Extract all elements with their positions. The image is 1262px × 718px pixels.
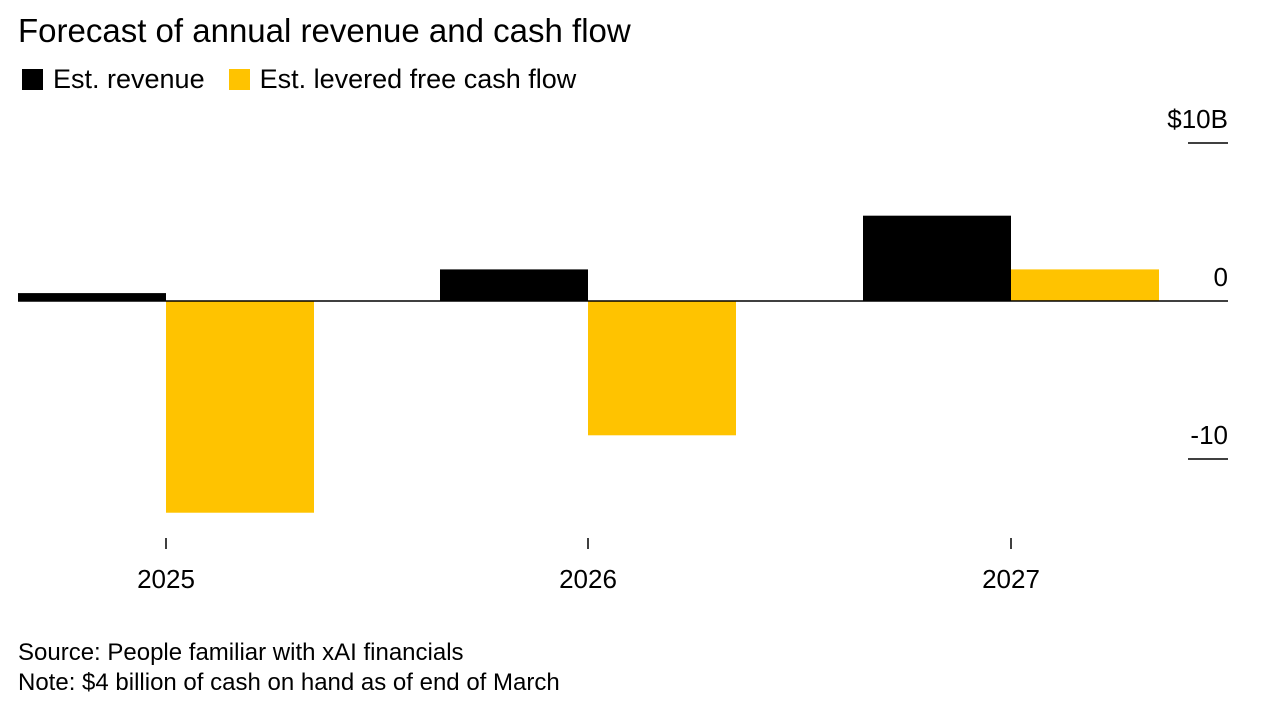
legend-item-revenue: Est. revenue [22,64,205,95]
legend-label-cash-flow: Est. levered free cash flow [259,64,577,94]
legend-swatch-revenue [22,69,43,90]
bar-revenue-2026 [440,269,588,301]
x-tick-label-2027: 2027 [982,564,1040,594]
y-tick-label-10: $10B [1167,104,1228,134]
y-tick-label-0: 0 [1214,262,1228,292]
chart-title: Forecast of annual revenue and cash flow [18,12,631,49]
bar-revenue-2025 [18,293,166,301]
bar-chart: $10B 0 -10 2025 2026 2027 [18,104,1228,594]
bar-cash-flow-2025 [166,301,314,513]
bar-cash-flow-2026 [588,301,736,436]
chart-area: $10B 0 -10 2025 2026 2027 [0,95,1262,615]
chart-footer: Source: People familiar with xAI financi… [18,638,560,698]
bar-revenue-2027 [863,215,1011,301]
axis-layer: $10B 0 -10 2025 2026 2027 [18,104,1228,594]
footnote: Note: $4 billion of cash on hand as of e… [18,669,560,696]
source-note: Source: People familiar with xAI financi… [18,639,464,666]
bars-layer [18,215,1159,513]
x-tick-label-2025: 2025 [137,564,195,594]
y-tick-label--10: -10 [1190,420,1228,450]
x-tick-label-2026: 2026 [559,564,617,594]
legend-swatch-cash-flow [228,69,250,90]
legend-label-revenue: Est. revenue [53,64,205,94]
chart-legend: Est. revenue Est. levered free cash flow [22,64,600,95]
legend-item-cash-flow: Est. levered free cash flow [228,64,577,95]
bar-cash-flow-2027 [1011,269,1159,301]
